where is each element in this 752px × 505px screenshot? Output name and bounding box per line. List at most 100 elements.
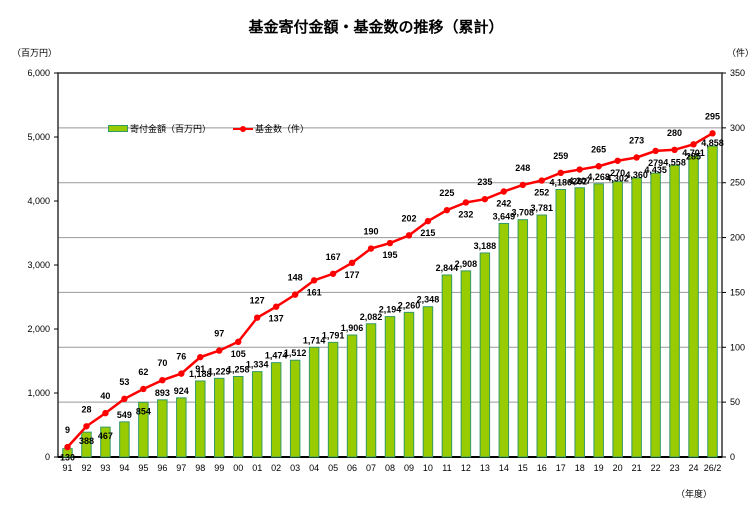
bar-95 (138, 401, 149, 458)
x-tick-label: 09 (404, 463, 414, 473)
line-value-label: 9 (65, 425, 70, 435)
right-tick-label: 50 (730, 397, 740, 407)
x-tick-label: 93 (100, 463, 110, 473)
x-tick-label: 24 (689, 463, 699, 473)
line-swatch-icon (233, 125, 254, 132)
x-tick-label: 16 (537, 463, 547, 473)
x-tick-label: 00 (233, 463, 243, 473)
line-marker (386, 239, 394, 247)
line-marker (481, 195, 489, 203)
bar-value-label: 4,858 (701, 138, 724, 148)
bar-value-label: 4,558 (663, 157, 686, 167)
bar-05 (327, 341, 339, 458)
x-tick-label: 10 (423, 463, 433, 473)
right-tick-label: 200 (730, 233, 745, 243)
left-tick-label: 5,000 (27, 132, 50, 142)
bar-value-label: 1,512 (284, 348, 307, 358)
line-value-label: 273 (629, 135, 644, 145)
line-value-label: 265 (591, 144, 606, 154)
x-tick-label: 94 (119, 463, 129, 473)
bar-value-label: 4,180 (549, 177, 572, 187)
bar-13 (479, 252, 491, 458)
bar-07 (365, 323, 377, 458)
line-value-label: 161 (307, 287, 322, 297)
bar-value-label: 4,207 (568, 176, 591, 186)
bar-value-label: 2,348 (417, 295, 440, 305)
bar-value-label: 4,435 (644, 165, 667, 175)
line-marker (652, 147, 659, 155)
bar-value-label: 1,906 (341, 323, 364, 333)
line-value-label: 225 (439, 188, 454, 198)
line-value-label: 215 (420, 228, 435, 238)
right-tick-label: 100 (730, 342, 745, 352)
bar-93 (100, 426, 111, 458)
bar-swatch-icon (108, 125, 128, 132)
line-value-label: 70 (157, 358, 167, 368)
bar-16 (536, 214, 548, 458)
bar-value-label: 3,649 (493, 211, 516, 221)
line-marker (178, 370, 185, 377)
line-value-label: 232 (458, 209, 473, 219)
bar-97 (176, 397, 187, 458)
legend-item-funds: 基金数（件） (233, 122, 309, 135)
line-value-label: 262 (572, 177, 587, 187)
left-tick-label: 6,000 (27, 68, 50, 78)
bar-value-label: 4,701 (682, 148, 705, 158)
line-marker (159, 377, 166, 384)
right-tick-label: 0 (730, 452, 735, 462)
bar-15 (517, 219, 529, 458)
bar-value-label: 2,844 (436, 263, 459, 273)
chart-title: 基金寄付金額・基金数の推移（累計） (248, 19, 504, 36)
bar-96 (157, 399, 168, 458)
line-value-label: 202 (401, 213, 416, 223)
bar-12 (460, 270, 472, 458)
bar-value-label: 4,360 (625, 170, 648, 180)
line-marker (595, 163, 602, 170)
bar-99 (214, 377, 225, 458)
line-value-label: 91 (195, 364, 205, 374)
line-value-label: 259 (553, 151, 568, 161)
line-marker (291, 291, 299, 298)
line-value-label: 177 (345, 270, 360, 280)
line-marker (235, 338, 242, 345)
bar-value-label: 2,082 (360, 312, 383, 322)
legend-item-donations: 寄付金額（百万円） (108, 122, 211, 135)
line-marker (272, 303, 280, 310)
bar-value-label: 1,229 (208, 366, 231, 376)
x-tick-label: 23 (670, 463, 680, 473)
bar-08 (384, 316, 396, 458)
line-marker (671, 146, 678, 153)
line-value-label: 148 (288, 273, 303, 283)
x-tick-label: 08 (385, 463, 395, 473)
left-tick-label: 1,000 (27, 388, 50, 398)
x-tick-label: 05 (328, 463, 338, 473)
line-marker (557, 169, 564, 177)
bar-value-label: 2,908 (455, 259, 478, 269)
legend: 寄付金額（百万円） 基金数（件） (108, 122, 309, 135)
line-value-label: 279 (648, 158, 663, 168)
bar-value-label: 2,260 (398, 300, 421, 310)
bar-value-label: 388 (79, 436, 94, 446)
bar-23 (669, 164, 680, 458)
left-tick-label: 2,000 (27, 324, 50, 334)
line-marker (197, 353, 204, 361)
bar-value-label: 1,334 (246, 360, 269, 370)
line-marker (614, 157, 621, 164)
line-marker (83, 423, 90, 430)
x-tick-label: 22 (651, 463, 661, 473)
line-marker (367, 245, 375, 252)
x-tick-label: 03 (290, 463, 300, 473)
x-tick-label: 04 (309, 463, 319, 473)
bar-03 (289, 359, 301, 458)
line-marker (329, 270, 337, 277)
line-marker (500, 188, 508, 195)
bar-92 (81, 431, 92, 458)
bar-98 (195, 380, 206, 458)
line-marker (690, 141, 697, 148)
bar-00 (232, 375, 244, 458)
bar-94 (119, 421, 130, 458)
x-tick-label: 02 (271, 463, 281, 473)
right-axis-unit: （件） (727, 48, 752, 58)
bar-04 (308, 346, 320, 458)
bar-02 (270, 362, 282, 458)
